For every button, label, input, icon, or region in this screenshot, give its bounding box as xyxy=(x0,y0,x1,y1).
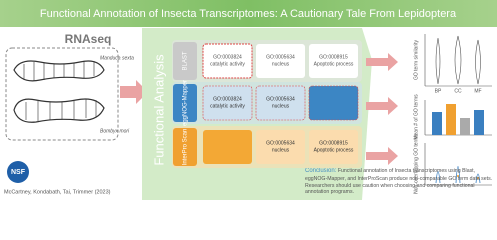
go-id: GO:0008915 xyxy=(319,54,348,60)
logo xyxy=(7,161,29,183)
graphical-abstract: Functional Annotation of Insecta Transcr… xyxy=(0,0,497,200)
annotation-cell xyxy=(308,85,359,121)
go-id: GO:0005634 xyxy=(266,140,295,146)
bar xyxy=(446,104,456,135)
go-id: GO:0005634 xyxy=(266,96,295,102)
caterpillar xyxy=(13,60,105,82)
category-label: CC xyxy=(454,88,462,94)
annotation-cell xyxy=(309,44,358,78)
go-term: catalytic activity xyxy=(210,61,245,67)
bar xyxy=(432,112,442,135)
annotation-cell xyxy=(255,85,306,121)
go-term: nucleus xyxy=(272,103,290,109)
arrow xyxy=(366,147,398,165)
distribution xyxy=(435,166,481,184)
go-term: Apoptotic process xyxy=(314,61,354,67)
conclusion: Conclusion: Functional annotation of Ins… xyxy=(305,168,495,196)
conclusion-label: Conclusion: xyxy=(305,168,337,174)
point xyxy=(457,175,459,177)
annotation-cell xyxy=(203,130,252,164)
point xyxy=(477,177,479,179)
tool-label: InterPro Scan xyxy=(183,129,189,166)
go-id: GO:0003824 xyxy=(213,54,242,60)
go-id: GO:0008915 xyxy=(319,140,348,146)
results: GO term similarity Mean # of GO termsNon-… xyxy=(413,34,492,194)
arrow xyxy=(366,53,398,71)
go-term: Apoptotic process xyxy=(314,147,354,153)
result-axis-label: Mean # of GO terms xyxy=(413,94,419,140)
go-term: nucleus xyxy=(272,61,290,67)
arrow xyxy=(366,97,398,115)
bar xyxy=(474,110,484,135)
tool-label: BLAST xyxy=(183,51,189,70)
category-label: BP xyxy=(435,88,442,94)
result-axis-label: Non-overlapping GO terms xyxy=(413,134,419,194)
title: Functional Annotation of Insecta Transcr… xyxy=(40,8,457,20)
go-term: nucleus xyxy=(272,147,290,153)
tool-label-box xyxy=(173,128,197,166)
citation: McCartney, Kondabath, Tai, Trimmer (2023… xyxy=(4,189,111,195)
input-label: RNAseq xyxy=(65,32,112,46)
conclusion-box: Conclusion: Functional annotation of Ins… xyxy=(305,168,495,196)
go-term: catalytic activity xyxy=(210,103,245,109)
species-label: Manduca sexta xyxy=(100,55,134,61)
go-id: GO:0003824 xyxy=(213,96,242,102)
annotation-cell xyxy=(309,130,358,164)
annotation-cell xyxy=(256,44,305,78)
species-label: Bombyx mori xyxy=(100,128,130,134)
tool-label-box xyxy=(173,84,197,122)
logo-text: NSF xyxy=(11,169,26,176)
bar xyxy=(460,118,470,135)
go-id: GO:0005634 xyxy=(266,54,295,60)
category-label: MF xyxy=(474,88,481,94)
arrow xyxy=(120,80,148,104)
annotation-cell xyxy=(202,43,253,79)
result-axis-label: GO term similarity xyxy=(413,40,419,81)
violin xyxy=(435,35,481,85)
conclusion-text: Functional annotation of Insecta transcr… xyxy=(305,168,493,196)
caterpillar xyxy=(13,98,105,123)
analysis-label: Functional Analysis xyxy=(151,54,166,166)
annotation-cell xyxy=(202,85,253,121)
title-band xyxy=(0,0,497,27)
tool-label-box xyxy=(173,42,197,80)
annotation-cell xyxy=(256,130,305,164)
tool-label: eggNOG-Mapper xyxy=(183,80,189,126)
